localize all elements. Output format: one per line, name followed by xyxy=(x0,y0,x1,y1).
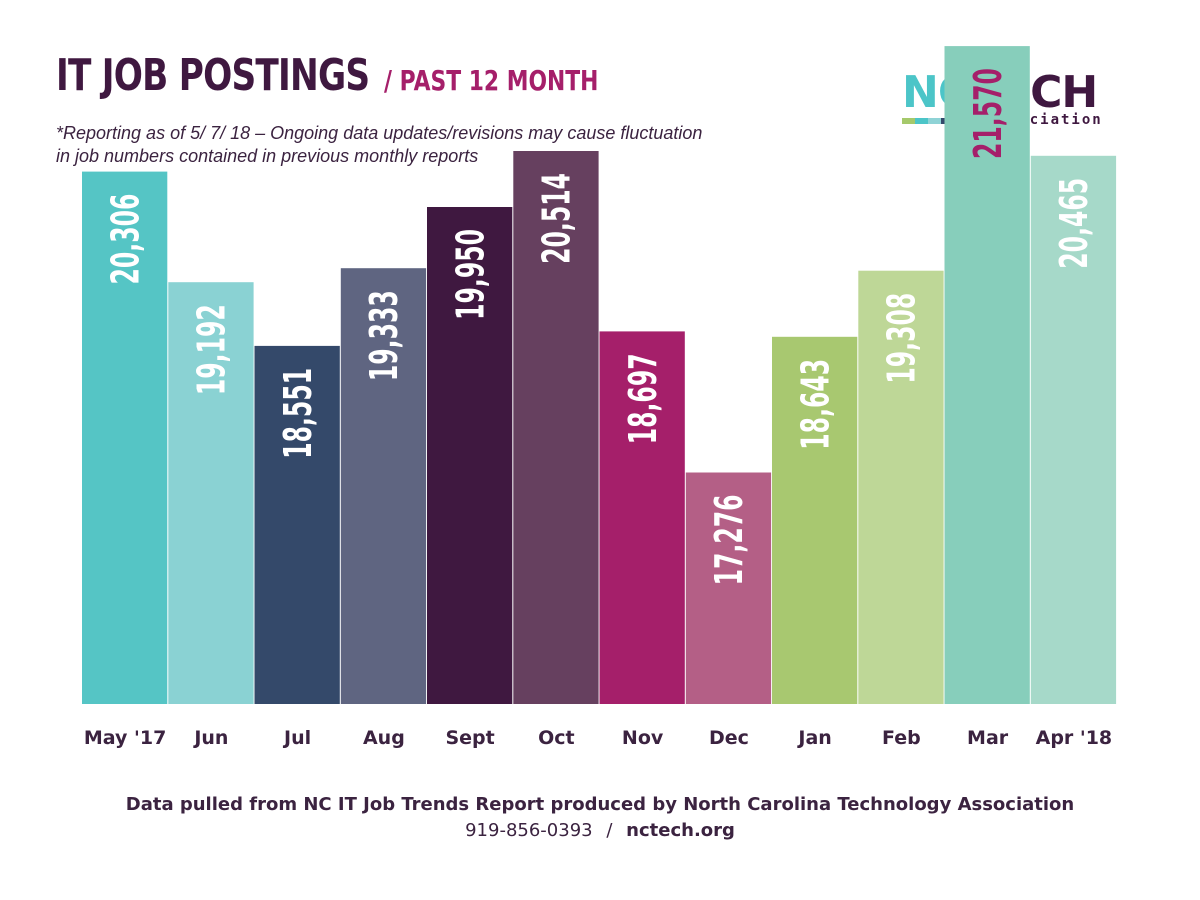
x-tick-label: Apr '18 xyxy=(1036,727,1113,749)
bar xyxy=(685,472,772,704)
reporting-note-line-1: *Reporting as of 5/ 7/ 18 – Ongoing data… xyxy=(56,123,703,143)
bar-value-label: 19,950 xyxy=(450,229,493,320)
bar xyxy=(340,268,427,704)
bar-value-label: 18,551 xyxy=(277,368,320,459)
bar-value-label: 19,192 xyxy=(191,304,234,395)
x-tick-label: Jan xyxy=(796,727,831,749)
bar-value-label: 18,697 xyxy=(622,353,665,444)
bar-value-label: 20,306 xyxy=(105,194,148,285)
reporting-note-line-2: in job numbers contained in previous mon… xyxy=(56,146,479,166)
x-tick-label: Nov xyxy=(622,727,664,749)
bar-value-label: 20,514 xyxy=(536,173,579,264)
footer-separator: / xyxy=(606,820,613,841)
x-tick-label: Aug xyxy=(363,727,405,749)
bar xyxy=(944,46,1030,705)
bar xyxy=(513,151,599,704)
footer-phone: 919-856-0393 xyxy=(465,820,593,841)
footer-source: Data pulled from NC IT Job Trends Report… xyxy=(125,794,1075,815)
bar xyxy=(254,345,340,704)
bar-chart: 20,306 May '17 19,192 Jun 18,551 Jul 19,333 Aug… xyxy=(82,46,1117,749)
bar xyxy=(168,282,254,704)
bar xyxy=(772,336,858,704)
reporting-note: *Reporting as of 5/ 7/ 18 – Ongoing data… xyxy=(56,122,856,168)
bar xyxy=(1030,155,1117,705)
chart-title-block: IT JOB POSTINGS / PAST 12 MONTH xyxy=(56,50,659,101)
x-tick-label: Sept xyxy=(445,727,494,749)
x-tick-label: May '17 xyxy=(84,727,166,749)
logo-stripe xyxy=(915,118,928,124)
x-tick-label: Jun xyxy=(192,727,228,749)
x-tick-label: Feb xyxy=(882,727,921,749)
bar xyxy=(427,207,513,704)
footer-url-link[interactable]: nctech.org xyxy=(626,820,735,841)
bar-value-label: 20,465 xyxy=(1054,178,1097,269)
x-tick-label: Dec xyxy=(709,727,749,749)
bar-value-label: 18,643 xyxy=(795,359,838,450)
x-tick-label: Jul xyxy=(282,727,311,749)
footer-contact: 919-856-0393 / nctech.org xyxy=(0,820,1200,841)
bar-value-label: 19,333 xyxy=(364,290,407,381)
bar-value-label: 21,570 xyxy=(967,68,1010,159)
bar xyxy=(858,270,944,704)
bar xyxy=(82,171,168,705)
chart-subtitle: / PAST 12 MONTH xyxy=(384,64,599,97)
logo-stripe xyxy=(902,118,915,124)
x-tick-label: Mar xyxy=(967,727,1009,749)
logo-stripe xyxy=(928,118,941,124)
bar-value-label: 19,308 xyxy=(881,293,924,384)
bar xyxy=(599,331,685,704)
bar-value-label: 17,276 xyxy=(709,495,752,586)
x-tick-label: Oct xyxy=(538,727,575,749)
